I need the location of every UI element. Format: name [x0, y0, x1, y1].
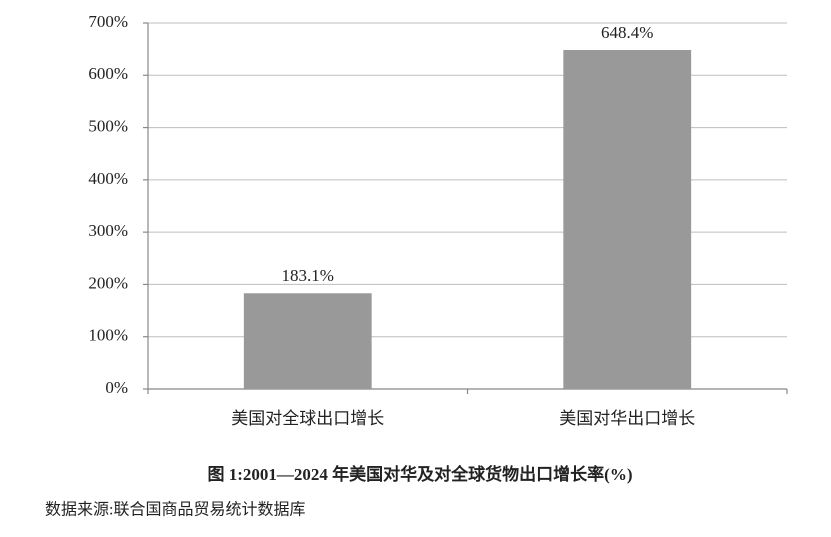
source-note: 数据来源:联合国商品贸易统计数据库 [45, 501, 305, 519]
value-label: 648.4% [601, 23, 653, 42]
x-tick-label: 美国对全球出口增长 [231, 409, 384, 428]
y-tick-label: 200% [88, 273, 128, 292]
bar [243, 293, 372, 389]
y-tick-label: 100% [88, 326, 128, 345]
y-tick-label: 500% [88, 116, 128, 135]
y-tick-label: 700% [88, 12, 128, 31]
bar [563, 49, 692, 389]
chart-title: 图 1:2001—2024 年美国对华及对全球货物出口增长率(%) [208, 464, 633, 484]
y-tick-label: 600% [88, 64, 128, 83]
y-tick-label: 400% [88, 169, 128, 188]
y-tick-label: 0% [105, 378, 128, 397]
y-tick-label: 300% [88, 221, 128, 240]
value-label: 183.1% [282, 266, 334, 285]
x-tick-label: 美国对华出口增长 [559, 409, 695, 428]
